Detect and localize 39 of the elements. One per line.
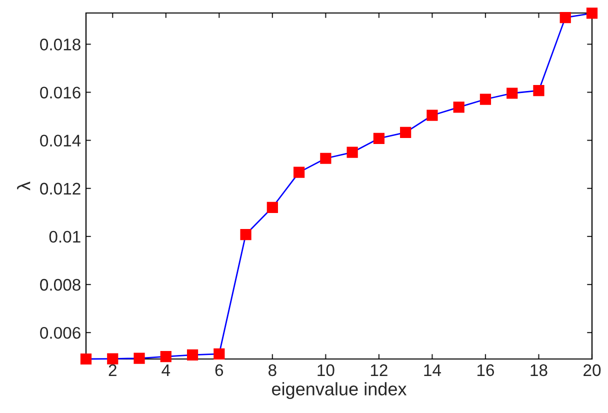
point xyxy=(480,94,492,105)
y-tick-label: 0.014 xyxy=(40,134,81,147)
y-tick-label: 0.012 xyxy=(40,182,80,195)
x-tick-label: 10 xyxy=(318,364,334,376)
point xyxy=(426,110,438,121)
x-axis-title: eigenvalue index xyxy=(272,382,407,400)
y-tick-label: 0.018 xyxy=(40,38,80,50)
point xyxy=(346,146,358,158)
point xyxy=(560,12,571,24)
x-tick-label: 14 xyxy=(424,364,441,376)
point xyxy=(80,353,92,365)
x-tick-label: 6 xyxy=(215,364,224,376)
x-tick-label: 12 xyxy=(370,364,388,376)
x-tick-label: 18 xyxy=(530,364,548,376)
point xyxy=(160,351,172,362)
point xyxy=(240,228,252,240)
point xyxy=(453,102,464,113)
x-tick-label: 4 xyxy=(162,364,170,376)
point xyxy=(214,348,225,360)
y-tick-label: 0.008 xyxy=(40,278,80,291)
y-axis-title: λ xyxy=(17,182,30,190)
x-tick-label: 8 xyxy=(268,364,276,376)
y-tick-label: 0.01 xyxy=(49,230,80,243)
y-tick-label: 0.016 xyxy=(40,86,80,98)
point xyxy=(373,132,385,144)
y-tick-label: 0.006 xyxy=(40,326,80,339)
point xyxy=(186,349,198,360)
point xyxy=(586,8,598,19)
x-tick-label: 16 xyxy=(477,364,494,376)
point xyxy=(320,152,332,164)
point xyxy=(506,88,518,99)
x-tick-label: 2 xyxy=(108,364,116,376)
point xyxy=(107,353,118,364)
point xyxy=(400,126,412,138)
point xyxy=(134,352,145,364)
point xyxy=(266,202,278,213)
point xyxy=(533,85,544,96)
point xyxy=(293,166,305,178)
x-tick-label: 20 xyxy=(584,364,601,376)
